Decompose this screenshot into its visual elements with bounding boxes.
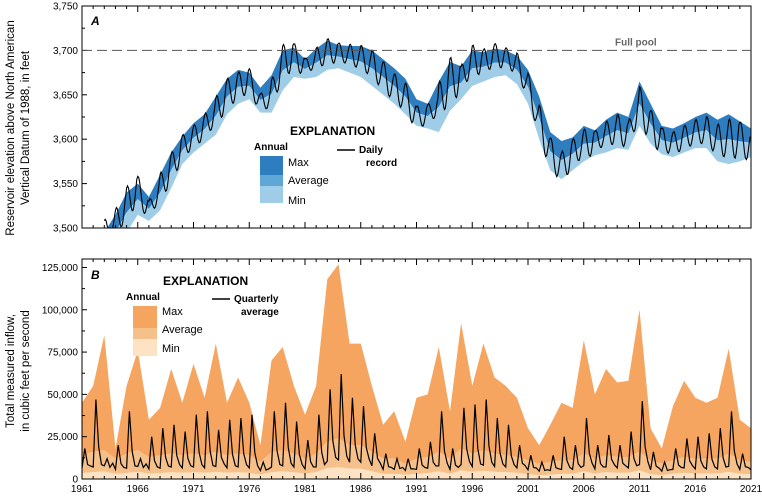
panel-a-legend-max: Max — [288, 157, 309, 169]
panel-b-legend-min-swatch — [133, 339, 157, 356]
panel-a-ytick-label: 3,600 — [53, 135, 78, 146]
panel-a-ytick-label: 3,500 — [53, 224, 78, 235]
panel-b-xtick-label: 1971 — [182, 484, 205, 495]
panel-a-ytick-label: 3,550 — [53, 179, 78, 190]
panel-b-ytick-label: 75,000 — [47, 348, 78, 359]
panel-b-legend-average-swatch — [133, 328, 157, 339]
panel-b-quarterly-average — [82, 374, 751, 473]
panel-b-xtick-label: 2011 — [629, 484, 651, 495]
panel-a-daily-record — [103, 38, 751, 228]
panel-a-letter: A — [90, 14, 100, 28]
panel-b-ytick-label: 0 — [72, 475, 78, 486]
panel-b-y-ticks: 0 25,000 50,000 75,000 100,000 125,000 — [42, 263, 87, 486]
panel-b-xtick-label: 2001 — [517, 484, 540, 495]
panel-a-ylabel-line1: Reservoir elevation above North American — [5, 20, 17, 235]
panel-b-ytick-label: 50,000 — [47, 390, 78, 401]
panel-b-ylabel-line2: in cubic feet per second — [20, 310, 32, 431]
panel-a-legend-average: Average — [288, 175, 329, 187]
panel-a-legend-min: Min — [288, 195, 306, 207]
panel-a-ylabel-line2: Vertical Datum of 1988, in feet — [20, 50, 32, 205]
panel-b-xtick-label: 1991 — [405, 484, 428, 495]
panel-a-max-band — [107, 40, 751, 228]
panel-a-explanation-annual: Annual — [254, 142, 288, 153]
panel-b-legend-average: Average — [162, 324, 203, 336]
panel-b-xtick-label: 1966 — [127, 484, 150, 495]
panel-b-legend-line-label-2: average — [241, 307, 279, 318]
panel-b-legend-line-label-1: Quarterly — [234, 294, 279, 305]
panel-a-explanation: EXPLANATION Annual Max Average Min Daily… — [254, 124, 397, 207]
panel-a-ytick-label: 3,750 — [53, 2, 78, 13]
panel-b-xtick-label: 2016 — [684, 484, 707, 495]
panel-a: 3,500 3,550 3,600 3,650 3,700 3,750 Full pool… — [5, 2, 752, 236]
panel-a-ytick-label: 3,650 — [53, 90, 78, 101]
panel-b-xtick-label: 1986 — [350, 484, 373, 495]
panel-a-ytick-label: 3,700 — [53, 46, 78, 57]
panel-a-y-ticks: 3,500 3,550 3,600 3,650 3,700 3,750 — [53, 2, 87, 235]
panel-b-ylabel-line1: Total measured inflow, — [5, 314, 17, 428]
panel-a-x-ticks — [81, 6, 752, 228]
panel-b-legend-max: Max — [162, 306, 183, 318]
panel-b-xtick-label: 1981 — [294, 484, 317, 495]
panel-b-max-band — [82, 264, 751, 464]
panel-a-min-band — [117, 55, 751, 228]
panel-b-ytick-label: 25,000 — [47, 432, 78, 443]
panel-a-legend-line-label-1: Daily — [359, 145, 383, 156]
panel-b-xtick-label: 1976 — [238, 484, 261, 495]
panel-b-areas — [82, 264, 751, 479]
panel-b-xtick-label: 1961 — [71, 484, 94, 495]
panel-a-areas — [107, 40, 751, 228]
panel-b-explanation-annual: Annual — [126, 292, 160, 303]
panel-b-legend-max-swatch — [133, 306, 157, 328]
panel-b-ytick-label: 100,000 — [42, 305, 79, 316]
panel-b-xtick-label: 2006 — [573, 484, 596, 495]
panel-b-explanation-title: EXPLANATION — [163, 274, 248, 288]
panel-a-legend-max-swatch — [260, 156, 283, 175]
panel-a-legend-min-swatch — [260, 186, 283, 203]
panel-b-legend-min: Min — [162, 343, 180, 355]
panel-b-ytick-label: 125,000 — [42, 263, 79, 274]
panel-a-daily-record-line — [103, 38, 751, 228]
panel-a-legend-line-label-2: record — [366, 158, 397, 169]
panel-b-explanation: EXPLANATION Annual Max Average Min Quart… — [126, 274, 279, 356]
panel-b-x-ticks: 1961 1966 1971 1976 1981 1986 1991 1996 2001 2006… — [71, 259, 762, 495]
panel-b-letter: B — [91, 268, 100, 282]
panel-b-quarterly-line — [82, 374, 751, 473]
panel-a-legend-average-swatch — [260, 175, 283, 186]
full-pool-label: Full pool — [615, 37, 657, 48]
panel-a-explanation-title: EXPLANATION — [290, 124, 375, 138]
panel-b-xtick-label: 2021 — [740, 484, 762, 495]
panel-b-xtick-label: 1996 — [461, 484, 484, 495]
